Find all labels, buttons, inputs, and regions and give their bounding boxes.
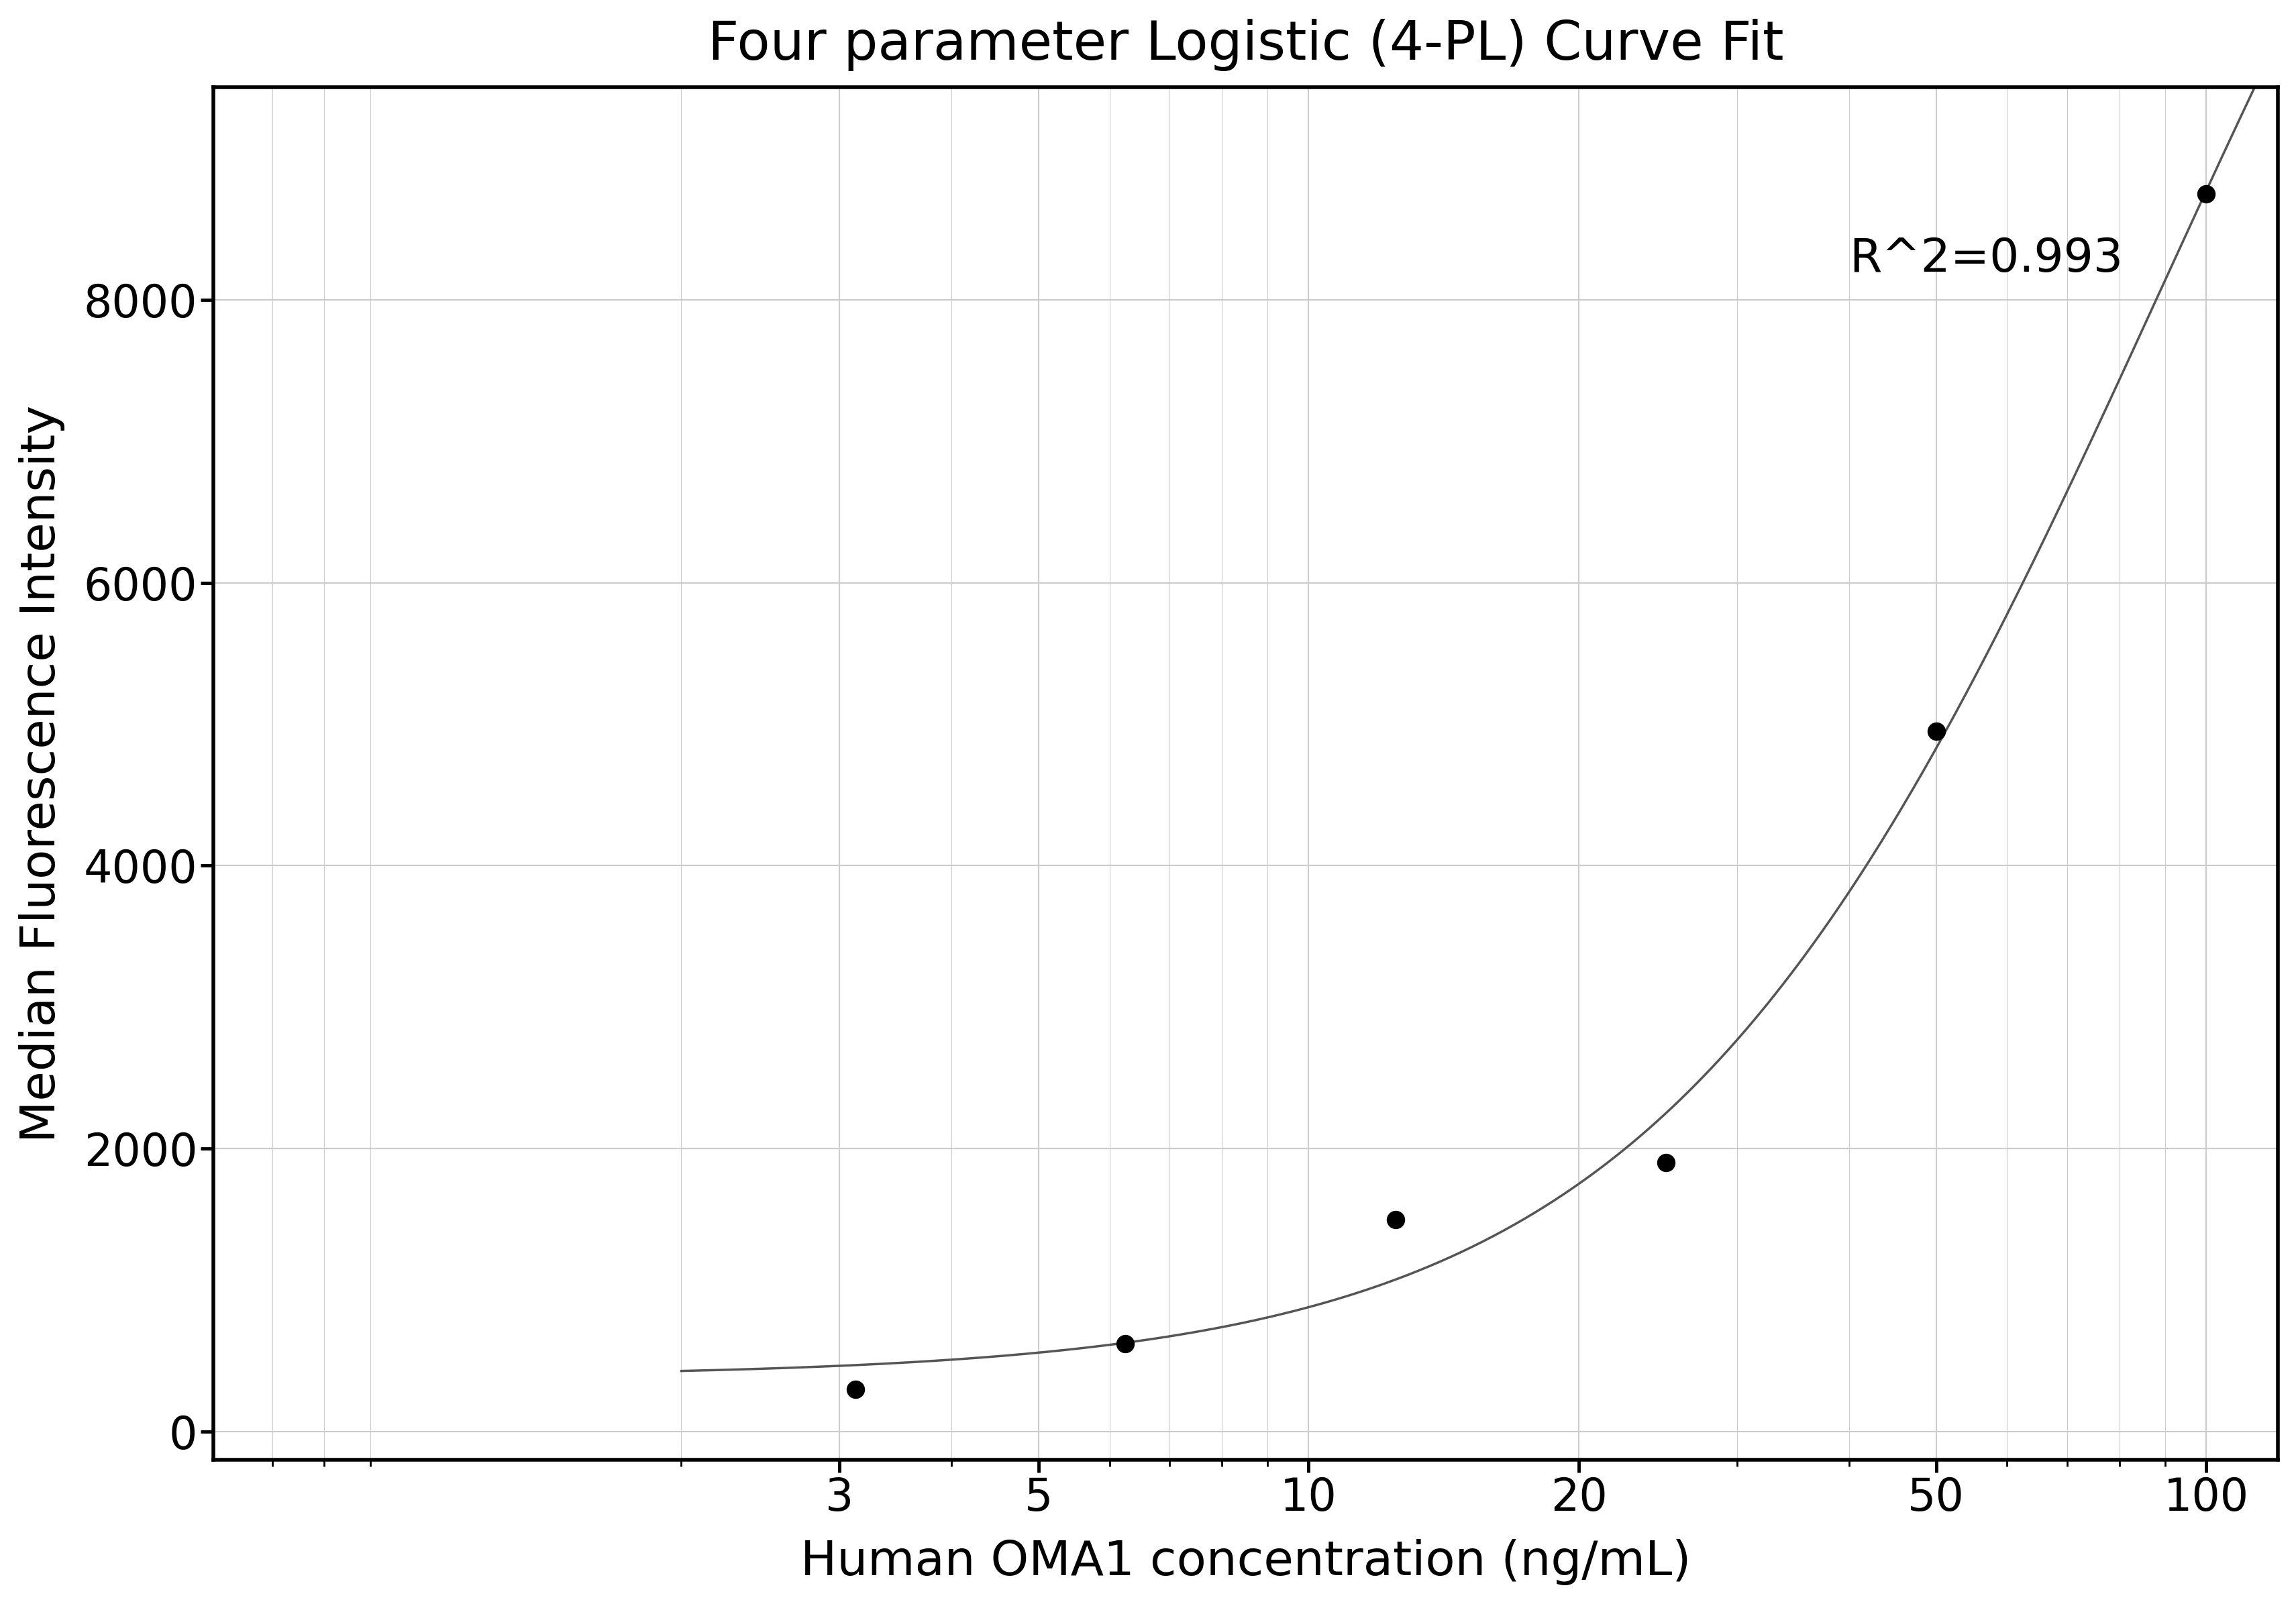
Text: R^2=0.993: R^2=0.993 bbox=[1848, 236, 2122, 281]
Point bbox=[1917, 719, 1954, 744]
Point bbox=[836, 1376, 872, 1402]
Point bbox=[1107, 1331, 1143, 1357]
Y-axis label: Median Fluorescence Intensity: Median Fluorescence Intensity bbox=[18, 406, 64, 1142]
X-axis label: Human OMA1 concentration (ng/mL): Human OMA1 concentration (ng/mL) bbox=[801, 1540, 1690, 1585]
Title: Four parameter Logistic (4-PL) Curve Fit: Four parameter Logistic (4-PL) Curve Fit bbox=[707, 19, 1784, 71]
Point bbox=[1378, 1206, 1414, 1232]
Point bbox=[1646, 1150, 1683, 1176]
Point bbox=[2188, 181, 2225, 207]
